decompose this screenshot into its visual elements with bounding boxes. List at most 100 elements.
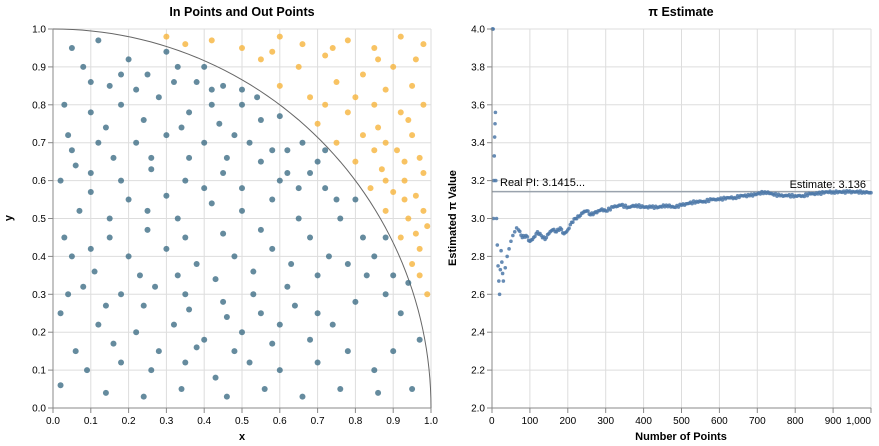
inside-point	[80, 63, 87, 70]
outside-point	[405, 215, 412, 222]
scatter-x-tick-label: 0.4	[197, 416, 211, 427]
inside-point	[106, 234, 113, 241]
inside-point	[363, 272, 370, 279]
inside-point	[329, 321, 336, 328]
scatter-x-tick-label: 0.0	[46, 416, 60, 427]
inside-point	[148, 367, 155, 374]
inside-point	[182, 359, 189, 366]
inside-point	[87, 245, 94, 252]
inside-point	[72, 348, 79, 355]
outside-point	[405, 116, 412, 123]
estimate-point	[525, 234, 530, 239]
inside-point	[307, 234, 314, 241]
inside-point	[65, 132, 72, 139]
outside-point	[393, 147, 400, 154]
scatter-x-tick-label: 0.9	[386, 416, 400, 427]
estimate-x-tick-label: 300	[597, 416, 614, 427]
inside-point	[208, 200, 215, 207]
outside-point	[401, 196, 408, 203]
inside-point	[223, 314, 230, 321]
inside-point	[72, 162, 79, 169]
inside-point	[220, 298, 227, 305]
estimate-point	[507, 247, 511, 251]
inside-point	[182, 234, 189, 241]
inside-point	[76, 207, 83, 214]
estimate-point	[497, 292, 502, 297]
outside-point	[382, 86, 389, 93]
inside-point	[291, 302, 298, 309]
inside-point	[405, 279, 412, 286]
scatter-x-tick-label: 0.2	[122, 416, 136, 427]
estimate-point	[802, 194, 807, 199]
inside-point	[371, 367, 378, 374]
inside-point	[212, 276, 219, 283]
outside-point	[412, 56, 419, 63]
outside-point	[329, 44, 336, 51]
inside-point	[257, 226, 264, 233]
scatter-y-axis-title: y	[3, 214, 15, 221]
inside-point	[148, 154, 155, 161]
inside-point	[95, 37, 102, 44]
inside-point	[276, 113, 283, 120]
estimate-x-tick-label: 800	[787, 416, 804, 427]
scatter-y-tick-label: 0.8	[32, 100, 46, 111]
inside-point	[87, 170, 94, 177]
inside-point	[144, 71, 151, 78]
scatter-x-tick-label: 0.6	[273, 416, 287, 427]
scatter-x-tick-label: 0.7	[311, 416, 325, 427]
scatter-x-tick-label: 0.1	[84, 416, 98, 427]
inside-point	[409, 386, 416, 393]
inside-point	[140, 302, 147, 309]
outside-point	[163, 33, 170, 40]
outside-point	[382, 177, 389, 184]
outside-point	[239, 44, 245, 51]
inside-point	[133, 139, 140, 146]
inside-point	[299, 393, 306, 400]
inside-point	[193, 260, 200, 267]
inside-point	[170, 321, 177, 328]
estimate-point	[559, 227, 564, 232]
inside-point	[250, 268, 257, 275]
outside-point	[420, 170, 427, 177]
scatter-y-tick-label: 0.1	[32, 366, 46, 377]
inside-point	[397, 310, 404, 317]
inside-point	[220, 230, 227, 237]
inside-point	[144, 207, 151, 214]
outside-point	[208, 37, 215, 44]
estimate-y-tick-label: 2.4	[471, 328, 485, 339]
inside-point	[337, 215, 344, 222]
inside-point	[174, 272, 181, 279]
inside-point	[57, 310, 64, 317]
outside-point	[307, 94, 314, 101]
scatter-y-tick-label: 0.2	[32, 328, 46, 339]
estimate-point	[512, 229, 517, 234]
inside-point	[110, 340, 117, 347]
estimate-y-tick-label: 4.0	[471, 25, 485, 36]
estimate-x-tick-label: 700	[749, 416, 766, 427]
inside-point	[239, 185, 245, 192]
outside-point	[314, 120, 321, 127]
inside-point	[193, 79, 200, 86]
estimate-point	[869, 190, 873, 195]
inside-point	[186, 154, 193, 161]
inside-point	[102, 389, 109, 396]
inside-point	[144, 226, 151, 233]
estimate-x-tick-label: 500	[673, 416, 690, 427]
outside-point	[352, 158, 359, 165]
estimate-y-tick-label: 3.2	[471, 176, 485, 187]
outside-point	[397, 109, 404, 116]
inside-point	[337, 386, 344, 393]
inside-point	[208, 101, 215, 108]
outside-point	[344, 37, 351, 44]
estimate-point	[500, 260, 504, 264]
estimate-point	[497, 279, 501, 283]
inside-point	[208, 86, 215, 93]
inside-point	[91, 268, 98, 275]
estimate-x-tick-label: 900	[825, 416, 842, 427]
estimate-point	[494, 216, 499, 221]
inside-point	[307, 336, 314, 343]
inside-point	[254, 94, 261, 101]
inside-point	[140, 116, 147, 123]
outside-point	[390, 63, 397, 70]
outside-point	[367, 185, 374, 192]
